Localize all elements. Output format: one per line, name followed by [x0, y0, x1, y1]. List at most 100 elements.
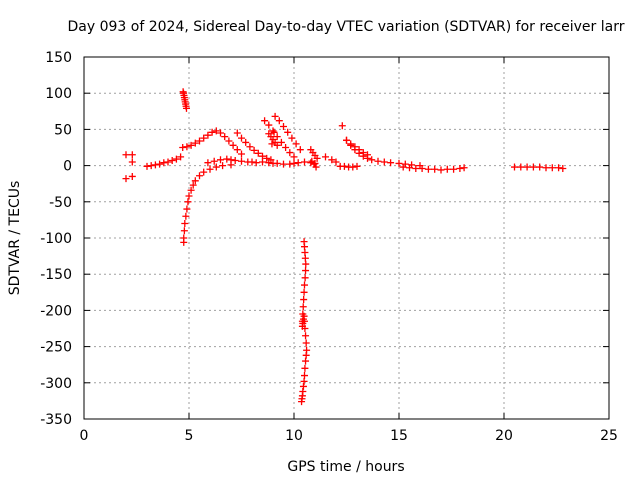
- data-point: [254, 149, 262, 157]
- chart-title: Day 093 of 2024, Sidereal Day-to-day VTE…: [68, 19, 625, 35]
- data-point: [212, 163, 220, 171]
- data-point: [246, 143, 254, 151]
- axis-ticks: 0 5 10 15 20 25 150 100 50 0 -50 -100 -150 -200 -250 -3…: [40, 50, 618, 444]
- data-point: [353, 162, 361, 170]
- data-point: [406, 164, 413, 172]
- series-tail-16-18h: [399, 163, 468, 174]
- data-point: [290, 153, 298, 161]
- data-point: [128, 172, 136, 180]
- data-point: [219, 162, 227, 170]
- data-point: [284, 128, 292, 136]
- x-tick-label: 20: [495, 428, 513, 444]
- data-point: [456, 164, 464, 172]
- y-tick-label: -200: [40, 303, 72, 319]
- data-point: [302, 260, 310, 268]
- series-spike-up-5h: [179, 88, 190, 112]
- data-point: [259, 158, 266, 166]
- data-point: [322, 153, 329, 161]
- x-axis-label: GPS time / hours: [287, 459, 404, 475]
- series-arc-8h: [261, 117, 298, 161]
- x-tick-label: 5: [185, 428, 194, 444]
- data-point: [301, 158, 308, 166]
- y-tick-label: -150: [40, 267, 72, 283]
- series-cluster-11h: [307, 146, 340, 171]
- data-point: [542, 164, 550, 172]
- y-tick-label: 50: [54, 122, 72, 138]
- data-point: [273, 141, 281, 149]
- series-rise-6h: [179, 127, 245, 158]
- data-point: [351, 143, 359, 151]
- series-arc-12h: [343, 136, 371, 159]
- data-point: [529, 163, 537, 171]
- data-point: [302, 339, 310, 347]
- data-point: [280, 123, 287, 131]
- data-point: [380, 158, 388, 166]
- data-point: [265, 159, 273, 167]
- data-point: [233, 129, 241, 137]
- data-point: [204, 159, 212, 167]
- data-point: [238, 150, 245, 158]
- series-arc-9h: [271, 112, 304, 154]
- data-point: [307, 159, 315, 167]
- data-point: [156, 160, 164, 168]
- data-point: [265, 121, 273, 129]
- data-point: [263, 154, 271, 162]
- series-column-10h: [298, 238, 311, 406]
- data-point: [181, 220, 189, 228]
- x-tick-label: 15: [390, 428, 408, 444]
- data-point: [312, 163, 320, 171]
- data-point: [250, 146, 258, 154]
- data-point: [270, 128, 278, 136]
- data-point: [179, 144, 187, 151]
- data-point: [460, 164, 468, 172]
- data-point: [450, 165, 458, 173]
- data-point: [185, 192, 193, 200]
- data-point: [343, 136, 350, 144]
- x-tick-label: 0: [80, 428, 89, 444]
- data-point: [231, 157, 239, 165]
- data-point: [548, 164, 556, 172]
- data-point: [511, 163, 518, 171]
- data-point: [302, 332, 310, 340]
- data-point: [364, 151, 371, 159]
- x-tick-label: 25: [600, 428, 618, 444]
- data-point: [399, 163, 407, 171]
- data-point: [183, 143, 191, 151]
- data-point: [223, 155, 231, 163]
- data-point: [273, 133, 281, 141]
- data-point: [282, 144, 290, 151]
- data-point: [182, 212, 190, 220]
- data-point: [221, 133, 229, 141]
- data-point: [296, 146, 304, 154]
- data-point: [143, 162, 151, 170]
- data-point: [301, 281, 308, 289]
- data-point: [359, 149, 367, 157]
- data-point: [275, 117, 283, 125]
- data-point: [536, 163, 544, 171]
- data-point: [268, 140, 276, 148]
- data-point: [269, 127, 277, 135]
- y-tick-label: -250: [40, 340, 72, 356]
- data-point: [437, 166, 445, 174]
- y-tick-label: 150: [45, 50, 72, 66]
- data-point: [301, 317, 308, 325]
- data-point: [431, 165, 439, 173]
- data-point: [286, 149, 294, 157]
- data-point: [273, 159, 281, 167]
- data-point: [187, 141, 195, 149]
- data-point: [332, 158, 340, 166]
- series-drop-down-5h: [180, 161, 235, 246]
- y-tick-label: 100: [45, 86, 72, 102]
- data-point: [182, 104, 190, 112]
- data-point: [313, 154, 321, 162]
- data-point: [294, 159, 302, 167]
- data-point: [196, 137, 203, 145]
- data-point: [374, 157, 382, 165]
- data-point: [349, 163, 357, 171]
- series-isolated-early: [122, 151, 136, 183]
- data-point: [387, 159, 395, 167]
- data-point: [299, 303, 307, 311]
- data-point: [196, 172, 203, 180]
- data-point: [122, 151, 130, 159]
